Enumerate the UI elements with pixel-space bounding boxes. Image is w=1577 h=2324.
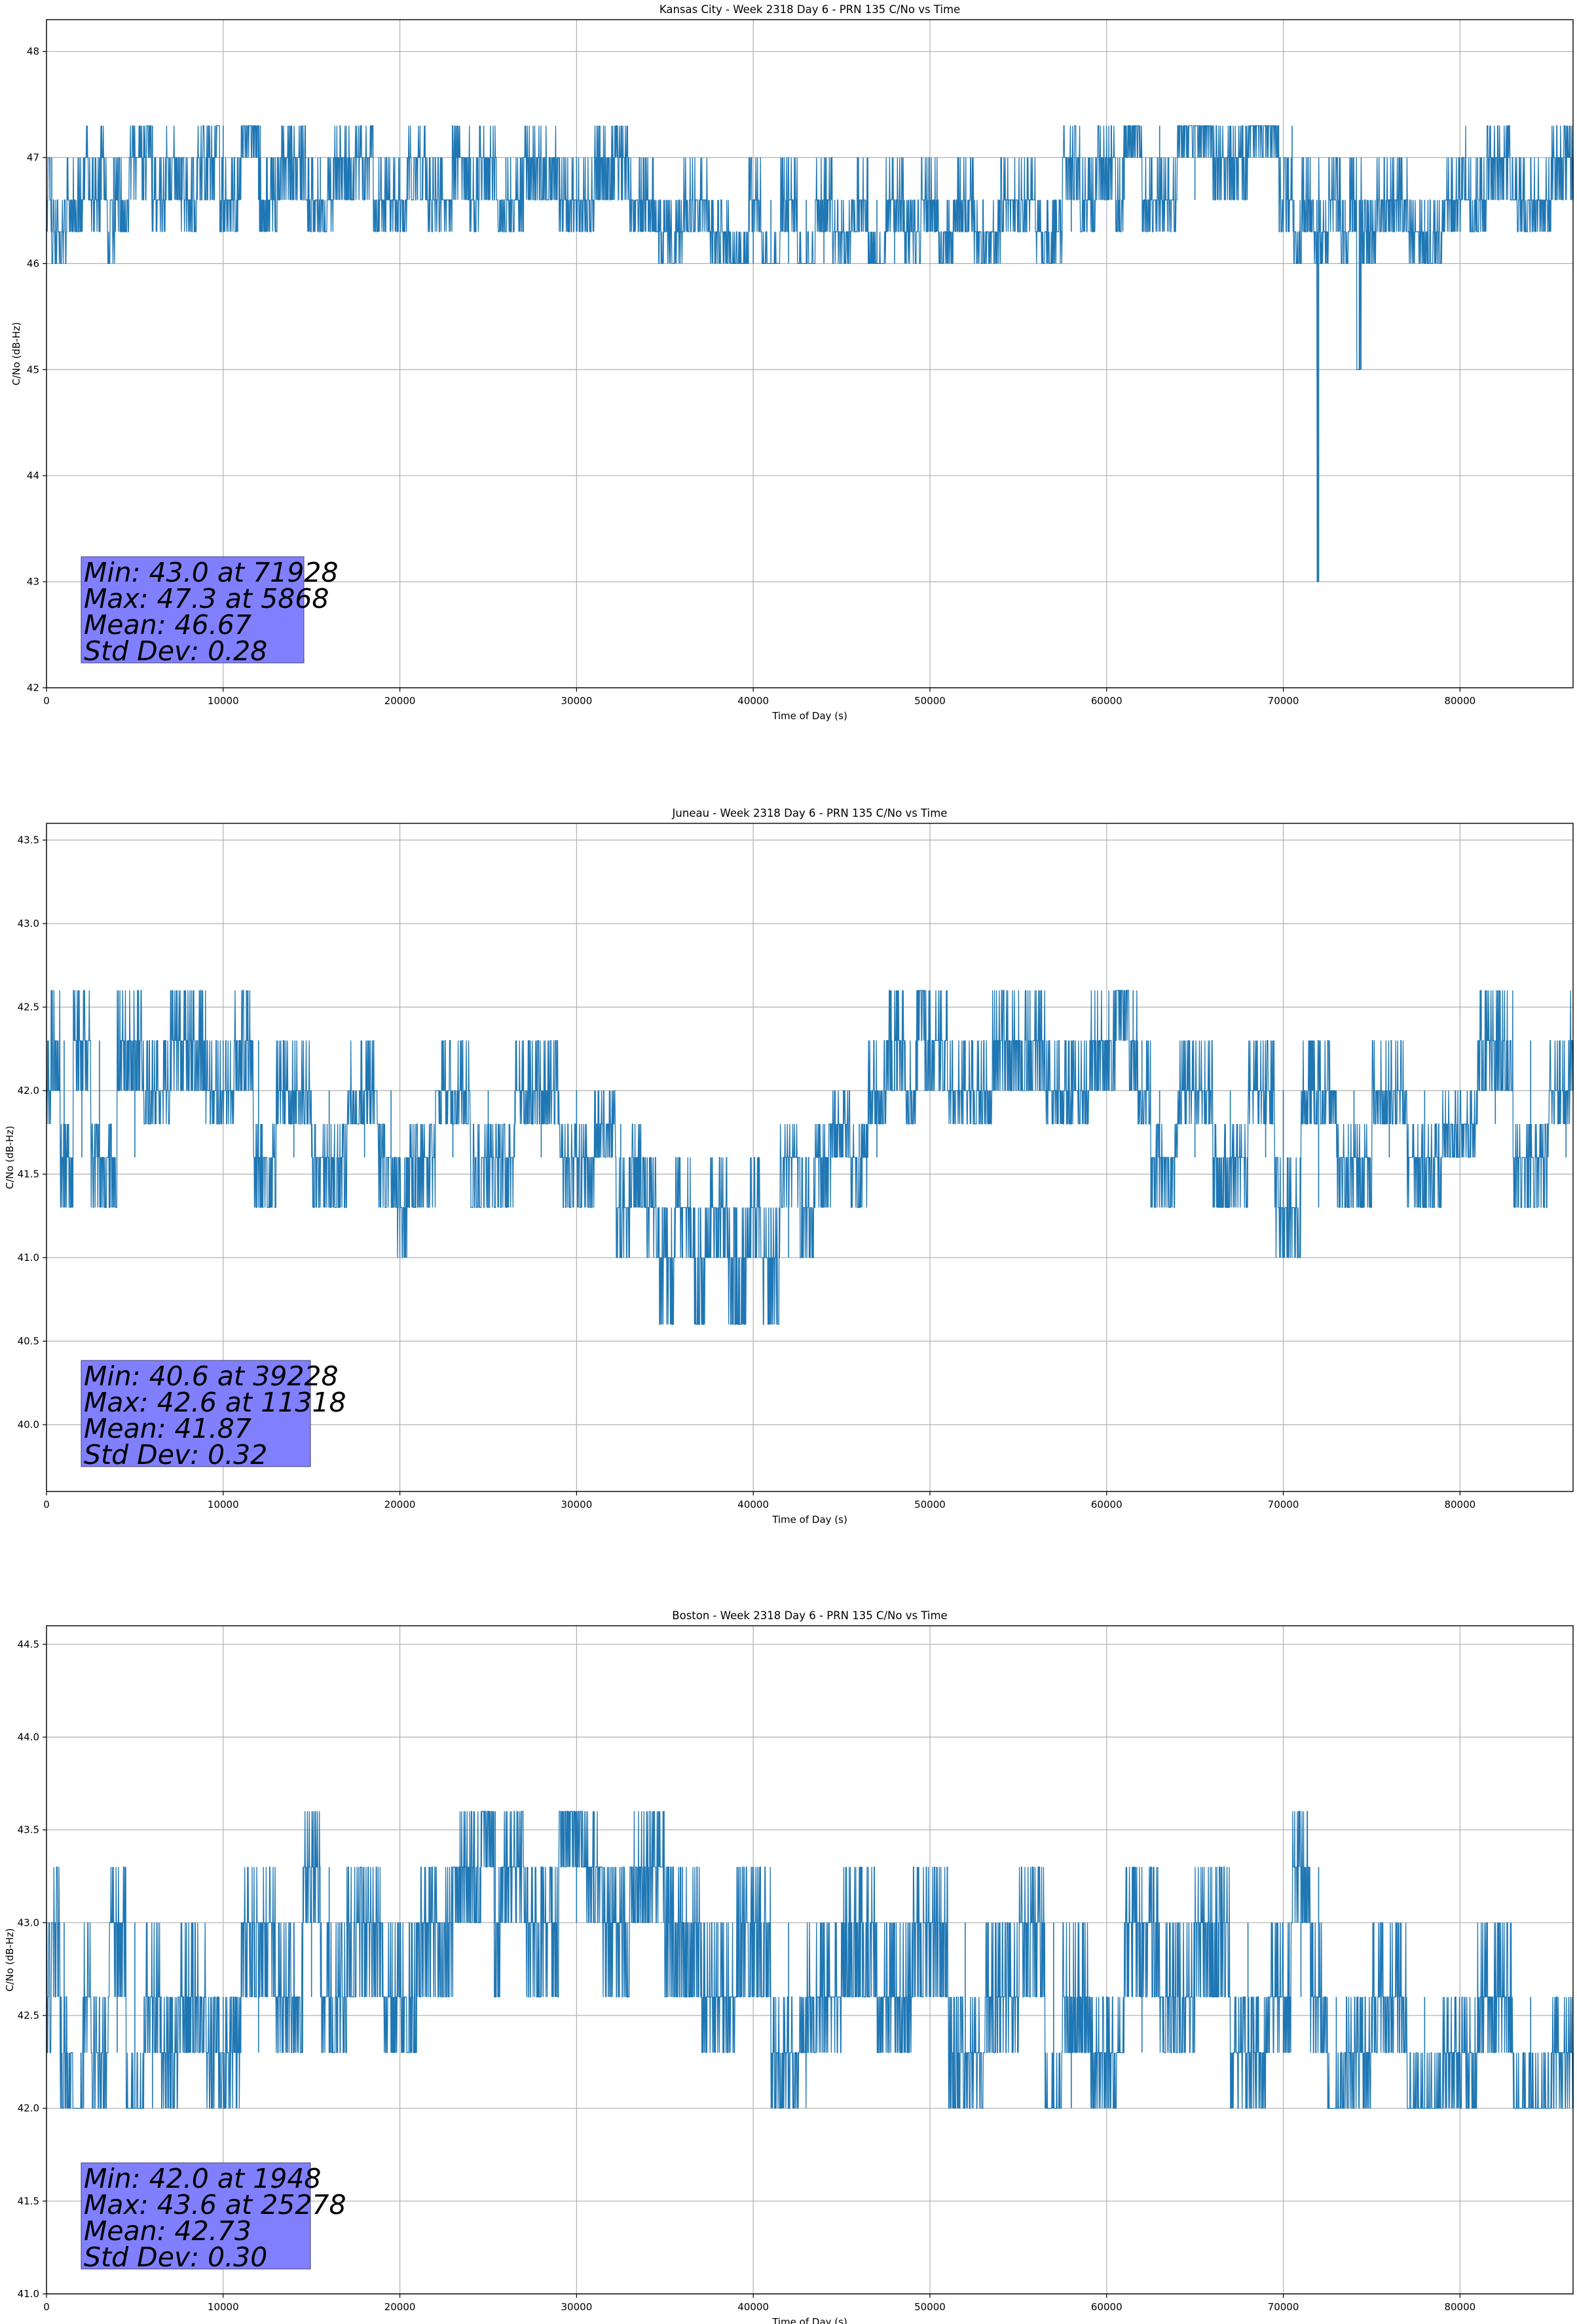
x-axis-label: Time of Day (s): [771, 710, 847, 722]
y-tick-label: 42.5: [18, 1002, 39, 1013]
x-tick-label: 30000: [561, 1499, 593, 1510]
y-tick-label: 44.0: [18, 1731, 39, 1743]
y-axis-label: C/No (dB-Hz): [4, 1928, 16, 1992]
x-tick-label: 40000: [737, 2301, 769, 2313]
x-tick-label: 50000: [914, 695, 946, 707]
series-line: [46, 1810, 1573, 2109]
y-tick-label: 42.5: [18, 2010, 39, 2021]
stats-box: [81, 2162, 311, 2270]
y-tick-label: 40.0: [18, 1419, 39, 1431]
y-tick-label: 43.0: [18, 1917, 39, 1928]
stats-line: Max: 47.3 at 5868: [84, 583, 329, 614]
x-tick-label: 50000: [914, 1499, 946, 1510]
y-tick-label: 43.5: [18, 834, 39, 846]
x-tick-label: 80000: [1444, 1499, 1475, 1510]
y-tick-label: 46: [27, 257, 39, 269]
stats-line: Std Dev: 0.32: [84, 1439, 267, 1471]
x-tick-label: 70000: [1268, 1499, 1299, 1510]
x-tick-label: 0: [43, 2301, 50, 2313]
chart-title: Boston - Week 2318 Day 6 - PRN 135 C/No …: [672, 1609, 947, 1622]
stats-line: Min: 42.0 at 1948: [84, 2163, 322, 2194]
y-tick-label: 43.0: [18, 918, 39, 929]
stats-line: Std Dev: 0.28: [84, 635, 267, 667]
x-tick-label: 80000: [1444, 2301, 1475, 2313]
stats-line: Mean: 41.87: [84, 1413, 251, 1444]
subplots: 0 10000 20000 30000 40000 50000 60000 70000 8000…: [4, 3, 1574, 2324]
y-tick-label: 41.0: [18, 1252, 39, 1264]
x-tick-label: 60000: [1091, 695, 1122, 707]
x-tick-label: 70000: [1268, 695, 1299, 707]
x-tick-label: 0: [43, 695, 50, 707]
x-tick-label: 30000: [561, 2301, 593, 2313]
x-axis-label: Time of Day (s): [771, 1514, 847, 1526]
y-tick-label: 41.0: [18, 2288, 39, 2300]
x-tick-label: 20000: [384, 695, 416, 707]
stats-box: [81, 556, 305, 664]
x-axis-label: Time of Day (s): [771, 2316, 847, 2324]
x-tick-label: 60000: [1091, 1499, 1122, 1510]
stats-line: Mean: 46.67: [84, 609, 251, 641]
axes-frame: [46, 19, 1574, 688]
x-tick-label: 40000: [737, 1499, 769, 1510]
y-tick-label: 45: [27, 364, 39, 375]
subplot-0: 0 10000 20000 30000 40000 50000 60000 70000 8000…: [10, 3, 1574, 722]
y-tick-label: 41.5: [18, 1169, 39, 1180]
x-tick-label: 80000: [1444, 695, 1475, 707]
axes-frame: [46, 1625, 1574, 2295]
x-tick-label: 50000: [914, 2301, 946, 2313]
y-tick-label: 42.0: [18, 1085, 39, 1096]
x-tick-label: 10000: [208, 1499, 239, 1510]
x-tick-label: 60000: [1091, 2301, 1122, 2313]
series-line: [46, 125, 1573, 582]
y-tick-label: 44.5: [18, 1638, 39, 1650]
subplot-1: 0 10000 20000 30000 40000 50000 60000 70000 8000…: [4, 807, 1574, 1526]
axes-frame: [46, 823, 1574, 1492]
y-tick-label: 42.0: [18, 2103, 39, 2114]
stats-box: [81, 1360, 311, 1467]
x-tick-label: 20000: [384, 1499, 416, 1510]
chart-title: Juneau - Week 2318 Day 6 - PRN 135 C/No …: [672, 807, 948, 819]
y-axis-label: C/No (dB-Hz): [4, 1126, 16, 1190]
y-tick-label: 48: [27, 46, 39, 58]
x-tick-label: 40000: [737, 695, 769, 707]
x-tick-label: 0: [43, 1499, 50, 1510]
series-line: [46, 990, 1573, 1325]
y-tick-label: 43.5: [18, 1824, 39, 1836]
y-tick-label: 43: [27, 576, 39, 588]
y-tick-label: 42: [27, 682, 39, 694]
y-axis-label: C/No (dB-Hz): [10, 322, 22, 386]
y-tick-label: 47: [27, 151, 39, 163]
y-tick-label: 41.5: [18, 2195, 39, 2207]
x-tick-label: 30000: [561, 695, 593, 707]
x-tick-label: 20000: [384, 2301, 416, 2313]
stats-line: Min: 43.0 at 71928: [84, 557, 339, 588]
subplot-2: 0 10000 20000 30000 40000 50000 60000 70000 8000…: [4, 1609, 1574, 2324]
stats-line: Mean: 42.73: [84, 2215, 251, 2247]
x-tick-label: 70000: [1268, 2301, 1299, 2313]
x-tick-label: 10000: [208, 695, 239, 707]
stats-line: Max: 43.6 at 25278: [84, 2189, 346, 2221]
stats-line: Min: 40.6 at 39228: [84, 1360, 339, 1392]
stats-line: Std Dev: 0.30: [84, 2241, 267, 2273]
x-tick-label: 10000: [208, 2301, 239, 2313]
y-tick-label: 40.5: [18, 1336, 39, 1347]
stats-line: Max: 42.6 at 11318: [84, 1387, 346, 1418]
y-tick-label: 44: [27, 470, 39, 481]
chart-title: Kansas City - Week 2318 Day 6 - PRN 135 …: [659, 3, 960, 16]
